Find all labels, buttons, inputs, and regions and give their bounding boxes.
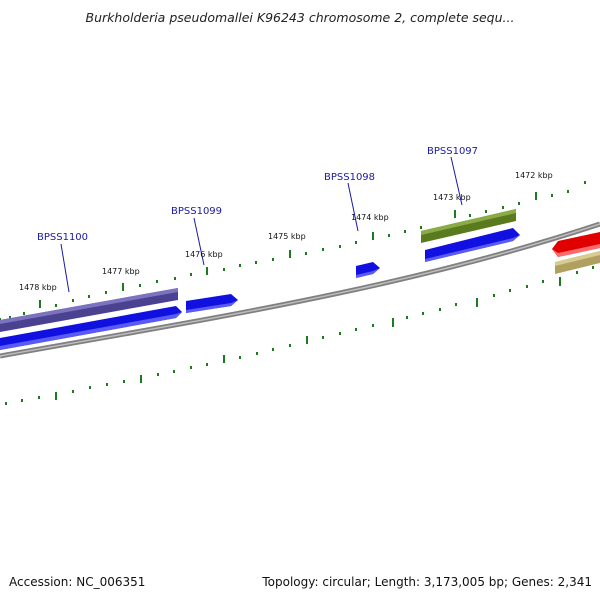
gene-label-bpss1097[interactable]: BPSS1097 xyxy=(427,146,478,157)
tick-label-1478: 1478 kbp xyxy=(19,283,57,292)
tick-label-1473: 1473 kbp xyxy=(433,193,471,202)
feature-tan xyxy=(555,251,600,274)
feature-olive xyxy=(421,209,516,243)
tick-label-1475: 1475 kbp xyxy=(268,232,306,241)
cds-bpss1100 xyxy=(0,306,182,350)
outer-tick-ring xyxy=(0,181,586,321)
inner-tick-ring xyxy=(5,266,594,405)
feature-purple xyxy=(0,288,178,332)
cds-bpss1097 xyxy=(425,228,520,262)
tick-label-1474: 1474 kbp xyxy=(351,213,389,222)
map-title: Burkholderia pseudomallei K96243 chromos… xyxy=(85,10,515,25)
cds-bpss1099 xyxy=(186,294,238,313)
genome-summary-text: Topology: circular; Length: 3,173,005 bp… xyxy=(262,575,592,589)
accession-text: Accession: NC_006351 xyxy=(9,575,146,589)
gene-label-bpss1099[interactable]: BPSS1099 xyxy=(171,206,222,217)
tick-label-1472: 1472 kbp xyxy=(515,171,553,180)
gene-label-bpss1100[interactable]: BPSS1100 xyxy=(37,232,88,243)
gene-leader-lines xyxy=(60,156,463,293)
tick-label-1477: 1477 kbp xyxy=(102,267,140,276)
tick-label-1476: 1476 kbp xyxy=(185,250,223,259)
gene-label-bpss1098[interactable]: BPSS1098 xyxy=(324,172,375,183)
feature-red xyxy=(552,232,600,257)
cds-bpss1098 xyxy=(356,262,380,278)
